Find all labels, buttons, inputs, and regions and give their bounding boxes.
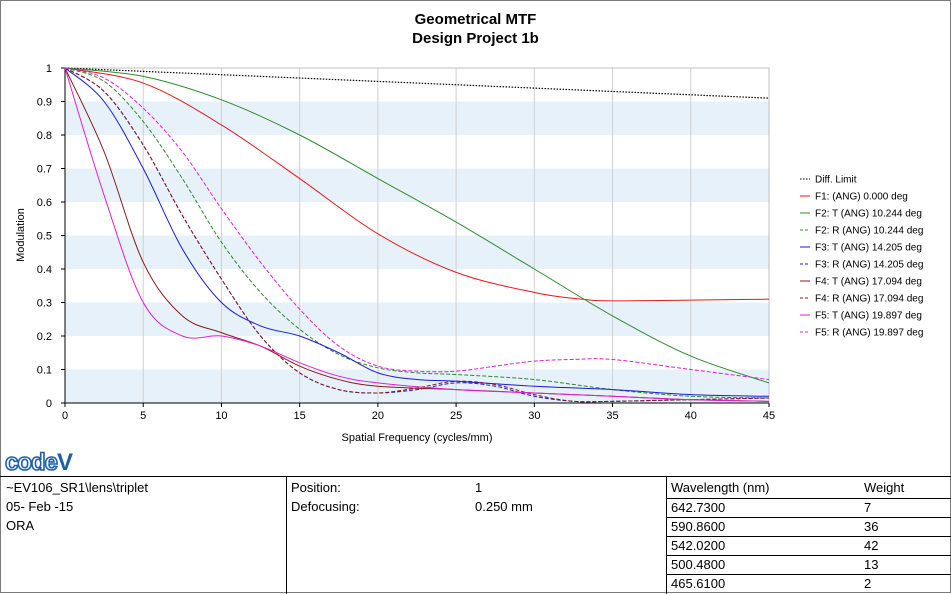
legend-label: F3: R (ANG) 14.205 deg [815, 260, 923, 271]
wavelength-header: Wavelength (nm) [671, 480, 770, 495]
wavelength-rows: 642.7300 7 590.8600 36 542.0200 42 500.4800 13 4… [667, 498, 951, 594]
wavelength-value: 590.8600 [671, 519, 726, 534]
grid-band [65, 168, 769, 202]
organization: ORA [6, 518, 35, 533]
wavelength-row: 500.4800 13 [667, 555, 951, 575]
series-line-0 [64, 67, 770, 99]
svg-text:V: V [57, 449, 73, 475]
weight-value: 42 [864, 538, 879, 553]
legend-label: F2: R (ANG) 10.244 deg [815, 226, 923, 237]
x-axis-title: Spatial Frequency (cycles/mm) [342, 432, 493, 444]
wavelength-row: 642.7300 7 [667, 498, 951, 518]
y-axis-title: Modulation [15, 208, 27, 262]
weight-value: 36 [864, 519, 879, 534]
info-table: ~EV106_SR1\lens\triplet 05- Feb -15 ORA … [0, 476, 951, 594]
y-tick-label: 0.9 [37, 97, 52, 109]
wavelength-row: 542.0200 42 [667, 536, 951, 556]
series-line-8 [64, 67, 770, 402]
y-tick-label: 0.1 [37, 365, 52, 377]
wavelength-value: 642.7300 [671, 500, 726, 515]
series-line-2 [64, 67, 770, 384]
weight-value: 7 [864, 500, 872, 515]
legend-label: F1: (ANG) 0.000 deg [815, 192, 908, 203]
codev-logo: code V [4, 448, 85, 477]
x-tick-label: 40 [685, 410, 697, 422]
settings-column: Position: 1 Defocusing: 0.250 mm [286, 477, 667, 594]
series-group [64, 67, 770, 403]
x-tick-label: 20 [372, 410, 384, 422]
wavelength-column: Wavelength (nm) Weight 642.7300 7 590.8600… [667, 477, 951, 594]
grid-bands [65, 101, 769, 403]
y-tick-label: 0.6 [37, 197, 52, 209]
y-tick-label: 0 [46, 398, 52, 410]
file-date: 05- Feb -15 [6, 499, 74, 514]
wavelength-value: 465.6100 [671, 576, 726, 591]
y-tick-label: 0.4 [37, 264, 52, 276]
defocus-value: 0.250 mm [475, 499, 533, 514]
x-tick-label: 30 [528, 410, 540, 422]
y-tick-label: 0.2 [37, 331, 52, 343]
y-tick-label: 1 [46, 63, 52, 75]
file-info-column: ~EV106_SR1\lens\triplet 05- Feb -15 ORA [0, 477, 287, 594]
file-path: ~EV106_SR1\lens\triplet [6, 480, 149, 495]
x-tick-label: 0 [62, 410, 68, 422]
position-value: 1 [475, 480, 483, 495]
axis-ticks: 0 5 10 15 20 25 30 35 40 45 0 0.1 0.2 0.3 0.4 0.5 0.6 0.7… [37, 63, 775, 422]
weight-value: 13 [864, 557, 879, 572]
position-label: Position: [291, 480, 341, 495]
x-tick-label: 45 [763, 410, 775, 422]
weight-value: 2 [864, 576, 872, 591]
legend-label: F4: R (ANG) 17.094 deg [815, 294, 923, 305]
x-tick-label: 15 [294, 410, 306, 422]
x-tick-label: 5 [140, 410, 146, 422]
wavelength-value: 500.4800 [671, 557, 726, 572]
mtf-chart: 0 5 10 15 20 25 30 35 40 45 0 0.1 0.2 0.3 0.4 0.5 0.6 0.7… [15, 63, 923, 444]
series-line-7 [64, 67, 770, 403]
series-line-9 [64, 67, 770, 381]
wavelength-row: 590.8600 36 [667, 517, 951, 537]
codev-logo-mark: code V [4, 448, 73, 477]
y-tick-label: 0.5 [37, 231, 52, 243]
svg-text:code: code [5, 449, 58, 475]
x-tick-label: 10 [215, 410, 227, 422]
chart-subtitle: Design Project 1b [412, 30, 539, 47]
legend-label: Diff. Limit [815, 175, 857, 186]
series-line-4 [64, 67, 770, 397]
chart-title: Geometrical MTF [414, 11, 537, 28]
legend-label: F5: R (ANG) 19.897 deg [815, 328, 923, 339]
legend-label: F2: T (ANG) 10.244 deg [815, 209, 922, 220]
grid-band [65, 235, 769, 269]
y-tick-label: 0.3 [37, 298, 52, 310]
x-tick-label: 35 [606, 410, 618, 422]
legend-label: F4: T (ANG) 17.094 deg [815, 277, 922, 288]
weight-header: Weight [864, 480, 905, 495]
grid-band [65, 302, 769, 336]
series-line-1 [64, 67, 770, 302]
wavelength-value: 542.0200 [671, 538, 726, 553]
y-tick-label: 0.7 [37, 164, 52, 176]
series-line-3 [64, 67, 770, 399]
y-tick-label: 0.8 [37, 130, 52, 142]
x-tick-label: 25 [450, 410, 462, 422]
legend: Diff. Limit F1: (ANG) 0.000 deg F2: T (ANG… [800, 175, 923, 339]
legend-label: F5: T (ANG) 19.897 deg [815, 311, 922, 322]
legend-label: F3: T (ANG) 14.205 deg [815, 243, 922, 254]
grid-band [65, 101, 769, 135]
defocus-label: Defocusing: [291, 499, 360, 514]
wavelength-row: 465.6100 2 [667, 574, 951, 593]
